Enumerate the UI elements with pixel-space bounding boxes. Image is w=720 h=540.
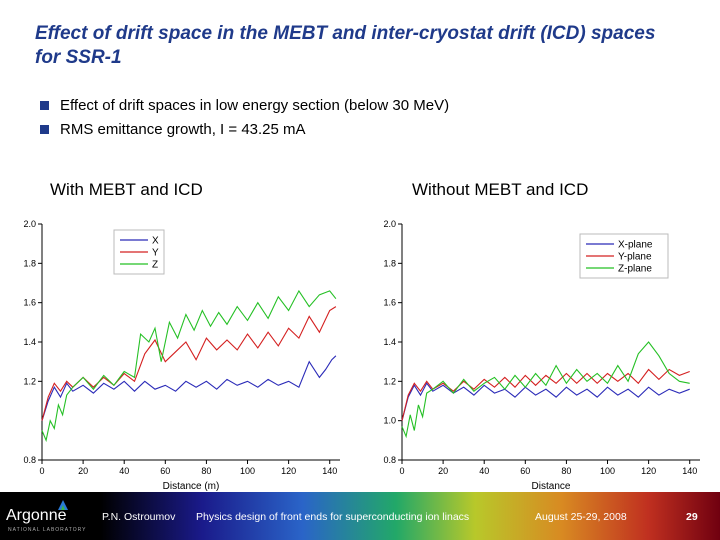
y-tick-label: 1.6 [383,298,396,308]
x-axis-label: Distance (m) [163,481,220,492]
series-line-y [41,306,337,421]
x-tick-label: 0 [39,466,44,476]
series-line-y-plane [401,368,690,421]
footer-author: P.N. Ostroumov [102,511,176,523]
y-tick-label: 2.0 [383,219,396,229]
series-line-z-plane [401,341,690,439]
square-bullet-icon [40,101,49,110]
bullet-item: Effect of drift spaces in low energy sec… [38,95,678,119]
y-tick-label: 1.0 [383,416,396,426]
axes: 0 20 40 60 80 100 120 140 0.8 1.0 1.2 1.4 1.6 1.8 2.0 D… [383,219,700,492]
x-tick-label: 0 [399,466,404,476]
legend-label: X-plane [618,240,653,251]
chart-title-right: Without MEBT and ICD [412,180,589,199]
bullet-item: RMS emittance growth, I = 43.25 mA [38,119,678,143]
x-tick-label: 80 [561,466,571,476]
x-tick-label: 100 [600,466,615,476]
legend: XYZ [113,229,165,275]
y-tick-label: 2.0 [23,219,36,229]
footer-date: August 25-29, 2008 [535,511,627,523]
x-axis-label: Distance [532,481,571,492]
y-tick-label: 0.8 [23,455,36,465]
chart-title-left: With MEBT and ICD [50,180,203,199]
square-bullet-icon [40,125,49,134]
legend-label: Z [152,260,158,271]
x-tick-label: 140 [682,466,697,476]
chart-with-mebt: 0 20 40 60 80 100 120 140 0.8 1.2 1.4 1.6 1.8 2.0 Dist… [23,219,340,492]
x-tick-label: 40 [119,466,129,476]
axes: 0 20 40 60 80 100 120 140 0.8 1.2 1.4 1.6 1.8 2.0 Dist… [23,219,340,492]
argonne-logo: Argonne [6,507,67,524]
legend-label: Z-plane [618,264,652,275]
legend-label: Y-plane [618,252,652,263]
x-tick-label: 40 [479,466,489,476]
y-tick-label: 1.8 [23,258,36,268]
x-tick-label: 80 [201,466,211,476]
legend-label: Y [152,248,159,259]
y-tick-label: 1.4 [383,337,396,347]
x-tick-label: 100 [240,466,255,476]
x-tick-label: 120 [281,466,296,476]
x-tick-label: 60 [160,466,170,476]
footer-talk-title: Physics design of front ends for superco… [196,511,470,523]
bullet-text: RMS emittance growth, I = 43.25 mA [60,121,306,138]
footer-bar: Argonne NATIONAL LABORATORY P.N. Ostroum… [0,492,720,540]
y-tick-label: 1.2 [23,376,36,386]
page-number: 29 [686,511,698,523]
chart-without-mebt: 0 20 40 60 80 100 120 140 0.8 1.0 1.2 1.4 1.6 1.8 2.0 D… [383,219,700,492]
y-tick-label: 0.8 [383,455,396,465]
x-tick-label: 120 [641,466,656,476]
x-tick-label: 20 [438,466,448,476]
y-tick-label: 1.2 [383,376,396,386]
legend-label: X [152,236,159,247]
series-line-z [41,289,337,443]
y-tick-label: 1.6 [23,298,36,308]
x-tick-label: 140 [322,466,337,476]
series-line-x-plane [401,382,690,421]
bullet-text: Effect of drift spaces in low energy sec… [60,97,450,114]
y-tick-label: 1.8 [383,258,396,268]
logo-subtitle: NATIONAL LABORATORY [8,527,87,533]
slide-title: Effect of drift space in the MEBT and in… [35,23,656,68]
series-line-x [41,355,337,421]
y-tick-label: 1.4 [23,337,36,347]
logo-triangle-icon [58,500,68,510]
bullet-list: Effect of drift spaces in low energy sec… [38,95,678,143]
x-tick-label: 60 [520,466,530,476]
x-tick-label: 20 [78,466,88,476]
